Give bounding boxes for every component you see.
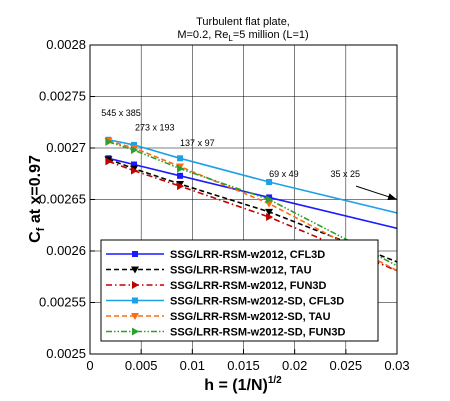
legend-marker — [131, 313, 139, 320]
x-tick-label: 0.015 — [227, 358, 260, 373]
legend-label: SSG/LRR-RSM-w2012, CFL3D — [170, 249, 325, 261]
chart-title-line2: M=0.2, ReL=5 million (L=1) — [177, 29, 308, 43]
data-point — [445, 222, 450, 228]
data-point — [131, 141, 138, 148]
x-tick-label: 0.005 — [125, 358, 158, 373]
data-point — [266, 178, 273, 185]
x-tick-label: 0.025 — [330, 358, 363, 373]
y-tick-label: 0.0027 — [46, 140, 86, 155]
data-point — [177, 164, 185, 173]
data-point — [131, 146, 139, 155]
legend-entry: SSG/LRR-RSM-w2012-SD, TAU — [106, 311, 331, 323]
data-point — [177, 172, 184, 179]
legend-marker — [131, 266, 139, 274]
legend-marker — [132, 297, 138, 304]
data-point — [177, 155, 184, 162]
legend-label: SSG/LRR-RSM-w2012, TAU — [170, 265, 312, 277]
data-point — [265, 208, 274, 216]
legend-entry: SSG/LRR-RSM-w2012-SD, CFL3D — [106, 296, 344, 308]
data-point — [131, 161, 138, 168]
y-tick-label: 0.0028 — [46, 37, 86, 52]
data-point — [105, 157, 113, 166]
grid-size-annotation: 137 x 97 — [180, 138, 215, 148]
x-tick-label: 0.01 — [180, 358, 205, 373]
y-tick-label: 0.00255 — [39, 295, 86, 310]
x-tick-label: 0.02 — [282, 358, 307, 373]
y-tick-label: 0.0026 — [46, 243, 86, 258]
x-tick-label: 0 — [86, 358, 93, 373]
data-point — [444, 279, 450, 286]
legend-entry: SSG/LRR-RSM-w2012, FUN3D — [106, 280, 327, 292]
legend-marker — [132, 281, 139, 289]
y-tick-label: 0.00265 — [39, 192, 86, 207]
y-axis-label: Cf at x=0.97 — [27, 155, 47, 243]
data-point — [266, 195, 274, 204]
legend-label: SSG/LRR-RSM-w2012-SD, CFL3D — [170, 296, 344, 308]
data-point — [445, 288, 450, 296]
data-point — [266, 213, 274, 222]
legend-marker — [132, 327, 139, 336]
chart-title-line1: Turbulent flat plate, — [196, 16, 290, 28]
data-point — [177, 182, 185, 191]
grid-size-annotation: 35 x 25 — [330, 169, 360, 179]
series-5 — [105, 137, 450, 296]
y-tick-label: 0.0025 — [46, 346, 86, 361]
data-point — [131, 166, 139, 175]
legend-label: SSG/LRR-RSM-w2012-SD, FUN3D — [170, 327, 345, 339]
legend-label: SSG/LRR-RSM-w2012, FUN3D — [170, 280, 327, 292]
legend-marker — [132, 251, 138, 257]
data-point — [105, 137, 113, 146]
legend-box — [100, 239, 379, 342]
x-axis-label: h = (1/N)1/2 — [204, 375, 282, 394]
data-point — [445, 238, 450, 244]
legend: SSG/LRR-RSM-w2012, CFL3D SSG/LRR-RSM-w201… — [100, 239, 379, 342]
legend-entry: SSG/LRR-RSM-w2012-SD, FUN3D — [106, 327, 345, 339]
annotations: 545 x 385 273 x 193 137 x 97 69 x 49 35 x 25 — [101, 108, 398, 201]
legend-entry: SSG/LRR-RSM-w2012, TAU — [106, 265, 312, 277]
legend-entry: SSG/LRR-RSM-w2012, CFL3D — [106, 249, 325, 261]
data-point — [444, 294, 450, 301]
y-tick-label: 0.00275 — [39, 89, 86, 104]
grid-size-annotation: 545 x 385 — [101, 108, 141, 118]
data-point — [445, 288, 450, 296]
grid-size-annotation: 69 x 49 — [269, 169, 299, 179]
grid-size-annotation: 273 x 193 — [135, 122, 175, 132]
legend-label: SSG/LRR-RSM-w2012-SD, TAU — [170, 311, 331, 323]
x-tick-label: 0.03 — [384, 358, 409, 373]
annotation-arrow-head — [387, 193, 397, 201]
axis-ticks: 0 0.005 0.01 0.015 0.02 0.025 0.03 0.0025 0.0025… — [39, 37, 410, 373]
